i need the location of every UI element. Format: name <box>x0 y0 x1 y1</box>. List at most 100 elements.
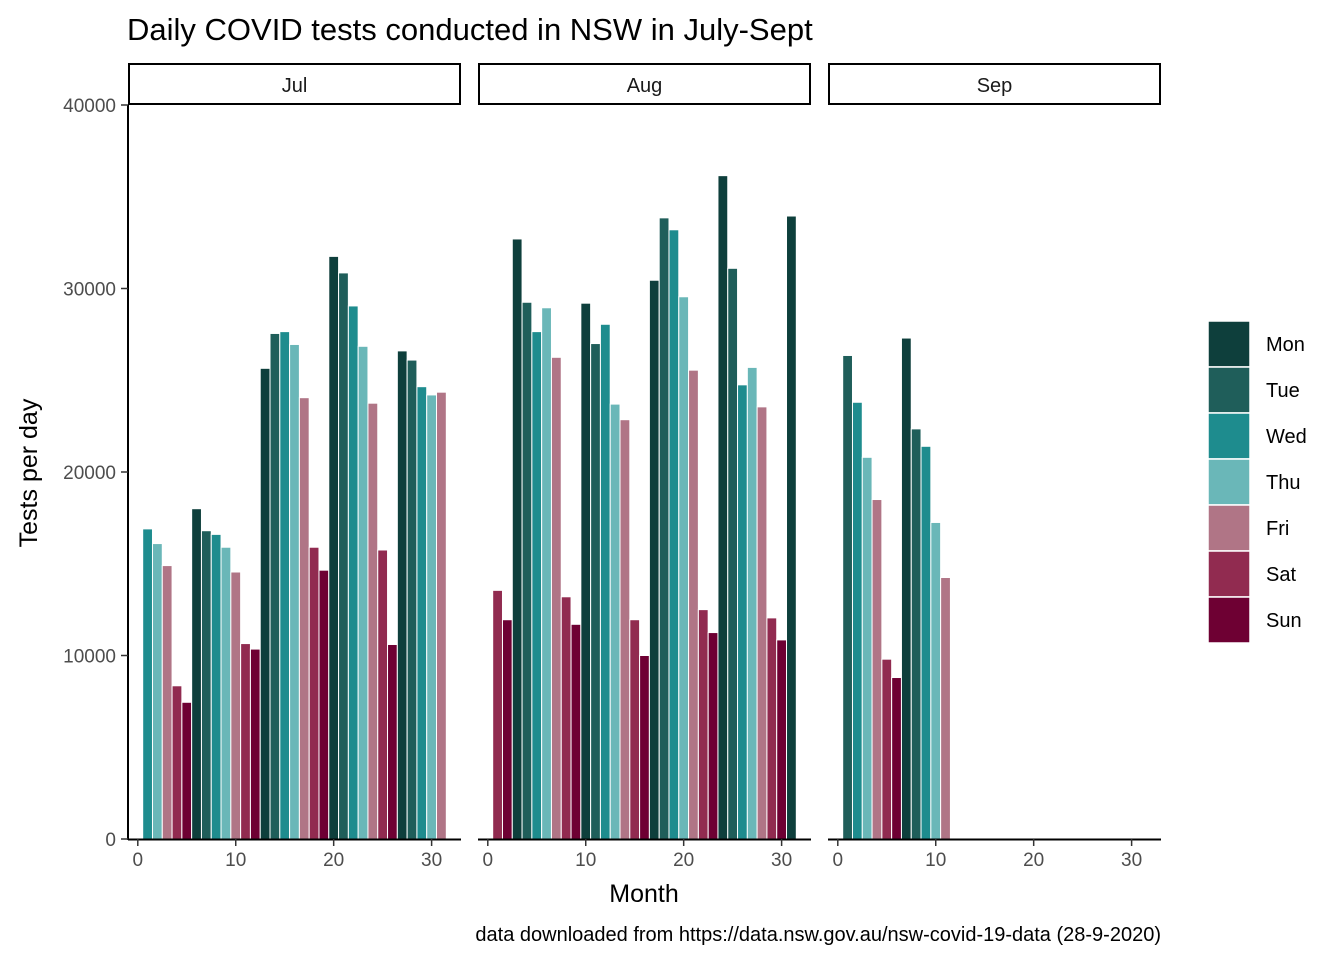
bar-sep-3 <box>861 456 873 840</box>
facet-panels: Jul 0 10 20 30 Aug 0 10 20 30 Sep 0 10 20 30 <box>128 63 1161 871</box>
legend-item-mon: Mon <box>1207 320 1305 368</box>
bar-sep-8 <box>910 428 922 840</box>
bar-aug-8 <box>560 596 572 840</box>
bar-aug-23 <box>707 632 719 840</box>
bar-aug-31 <box>786 215 797 840</box>
bar-jul-4 <box>171 685 183 840</box>
bar-jul-27 <box>396 350 408 840</box>
legend-label: Wed <box>1266 426 1307 448</box>
bar-jul-20 <box>328 255 340 840</box>
x-axis-title: Month <box>609 880 678 908</box>
bar-jul-22 <box>347 305 359 840</box>
bar-aug-29 <box>766 617 778 840</box>
x-tick-label: 10 <box>225 850 246 871</box>
bar-aug-19 <box>668 229 680 840</box>
x-tick-label: 30 <box>1121 850 1142 871</box>
legend-item-wed: Wed <box>1207 412 1307 460</box>
facet-strip-label: Sep <box>977 75 1013 97</box>
facet-strip <box>478 63 811 105</box>
panel-sep: Sep 0 10 20 30 <box>828 63 1161 871</box>
legend-item-sat: Sat <box>1207 550 1296 598</box>
bar-aug-25 <box>727 267 739 840</box>
bar-jul-30 <box>426 394 438 840</box>
bar-aug-18 <box>658 217 670 840</box>
x-tick-label: 20 <box>323 850 344 871</box>
y-tick-label: 40000 <box>63 96 116 117</box>
bar-aug-3 <box>511 238 523 840</box>
panel-aug: Aug 0 10 20 30 <box>478 63 811 871</box>
bar-aug-14 <box>619 419 631 840</box>
facet-strip-label: Aug <box>627 75 663 97</box>
bar-sep-10 <box>930 521 942 840</box>
bar-jul-26 <box>387 643 398 840</box>
bar-aug-13 <box>609 403 621 840</box>
chart-title: Daily COVID tests conducted in NSW in Ju… <box>127 12 813 47</box>
bar-aug-26 <box>737 384 748 840</box>
bar-jul-16 <box>289 343 300 840</box>
bar-jul-3 <box>161 565 173 840</box>
x-tick-label: 0 <box>133 850 144 871</box>
x-tick-label: 20 <box>673 850 694 871</box>
bar-sep-7 <box>900 337 912 840</box>
bar-sep-4 <box>871 499 883 840</box>
y-tick-label: 30000 <box>63 280 116 301</box>
facet-strip <box>128 63 461 105</box>
legend-item-sun: Sun <box>1207 596 1302 644</box>
bar-jul-8 <box>210 533 222 840</box>
y-tick-label: 20000 <box>63 463 116 484</box>
bar-jul-21 <box>338 272 349 840</box>
bars <box>142 255 447 840</box>
bar-jul-31 <box>436 391 447 840</box>
bar-aug-6 <box>541 307 552 840</box>
facet-strip-label: Jul <box>282 75 308 97</box>
bar-jul-5 <box>181 701 193 840</box>
legend-key <box>1207 412 1251 460</box>
y-tick-label: 10000 <box>63 647 116 668</box>
bar-sep-6 <box>891 677 902 840</box>
legend-label: Sun <box>1266 610 1302 632</box>
bar-jul-7 <box>200 530 212 840</box>
bar-aug-16 <box>639 655 650 840</box>
bar-jul-13 <box>259 367 271 840</box>
bar-aug-22 <box>697 609 709 840</box>
x-tick-label: 20 <box>1023 850 1044 871</box>
bar-jul-17 <box>298 397 310 840</box>
x-tick-label: 0 <box>483 850 494 871</box>
legend-item-tue: Tue <box>1207 366 1300 414</box>
legend-label: Thu <box>1266 472 1300 494</box>
bar-aug-21 <box>688 369 699 840</box>
x-tick-label: 30 <box>421 850 442 871</box>
bar-aug-24 <box>717 175 729 840</box>
legend-label: Fri <box>1266 518 1289 540</box>
bar-sep-9 <box>920 445 932 840</box>
bar-aug-20 <box>678 296 690 840</box>
bar-jul-25 <box>377 549 389 840</box>
bar-aug-10 <box>580 302 592 840</box>
bar-jul-29 <box>416 386 428 840</box>
legend-label: Tue <box>1266 380 1300 402</box>
legend-item-fri: Fri <box>1207 504 1289 552</box>
bar-aug-27 <box>746 366 758 840</box>
bar-jul-18 <box>308 546 320 840</box>
bar-sep-2 <box>851 401 863 840</box>
bar-jul-19 <box>318 569 330 840</box>
bar-aug-11 <box>590 343 601 840</box>
legend-label: Sat <box>1266 564 1296 586</box>
bars <box>842 337 951 840</box>
bar-aug-30 <box>776 639 788 840</box>
bar-aug-9 <box>570 623 582 840</box>
bar-jul-1 <box>142 528 153 840</box>
bar-jul-11 <box>240 643 251 840</box>
bar-jul-28 <box>406 359 418 840</box>
y-tick-label: 0 <box>105 830 116 851</box>
x-tick-label: 30 <box>771 850 792 871</box>
bar-aug-4 <box>521 301 533 840</box>
bar-aug-1 <box>492 589 503 840</box>
legend: Mon Tue Wed Thu Fri Sat Sun <box>1207 320 1307 644</box>
facet-strip <box>828 63 1161 105</box>
legend-key <box>1207 320 1251 368</box>
bar-jul-15 <box>279 331 291 840</box>
legend-key <box>1207 458 1251 506</box>
legend-key <box>1207 550 1251 598</box>
